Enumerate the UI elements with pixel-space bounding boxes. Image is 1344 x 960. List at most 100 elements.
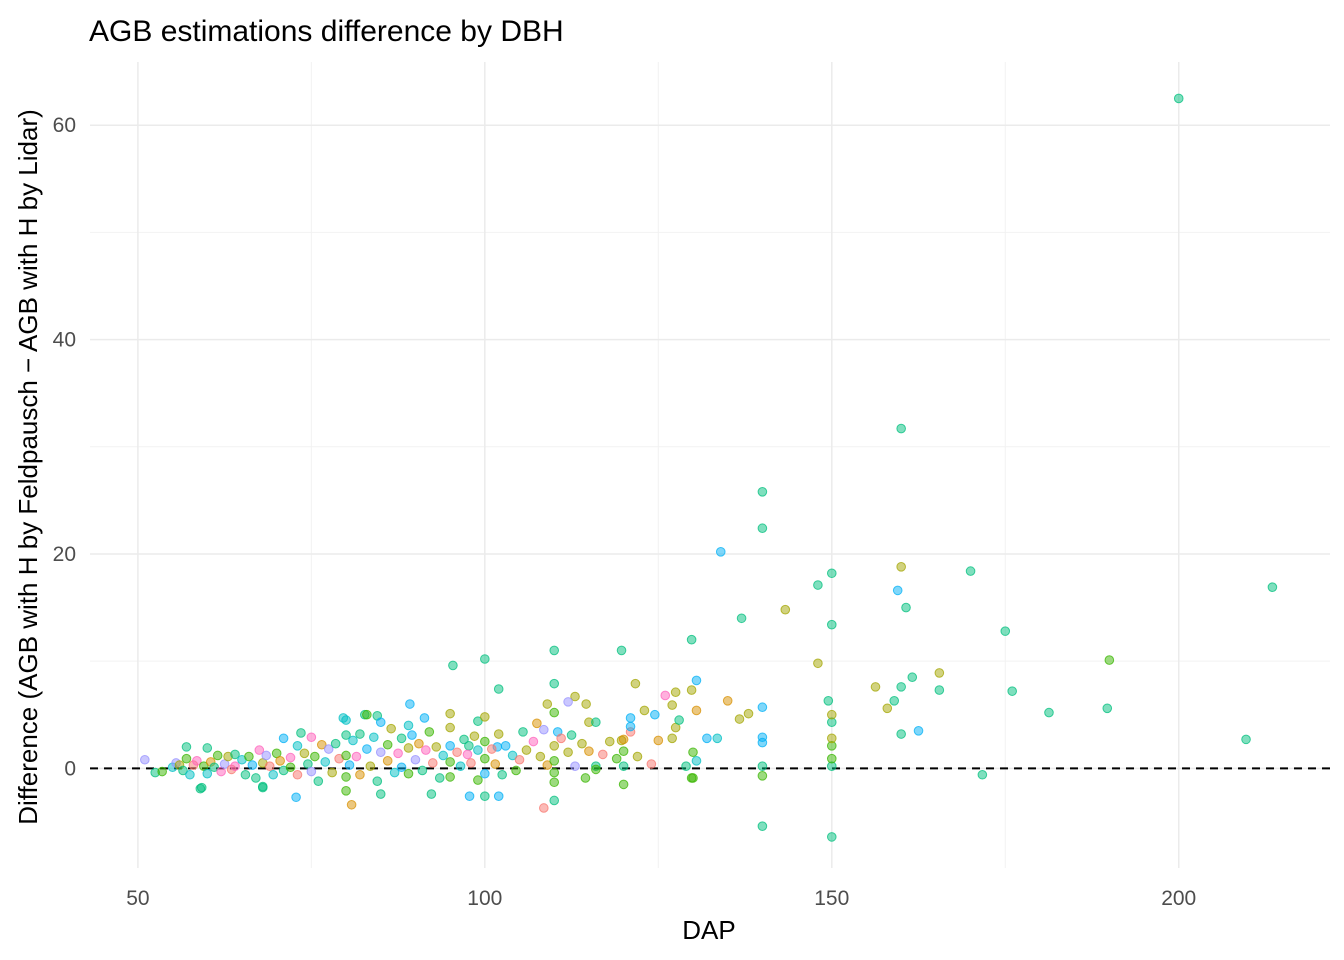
data-point xyxy=(355,769,365,780)
data-point xyxy=(549,741,560,751)
x-tick-label: 50 xyxy=(126,887,149,910)
data-point xyxy=(181,742,192,752)
data-point xyxy=(688,747,698,758)
data-point xyxy=(403,743,414,753)
data-point xyxy=(549,777,560,788)
data-point xyxy=(264,761,275,771)
x-tick-label: 100 xyxy=(467,887,502,910)
data-point xyxy=(686,685,697,695)
data-point xyxy=(396,762,407,773)
data-point xyxy=(497,769,507,780)
data-point xyxy=(382,739,393,750)
data-point xyxy=(625,721,636,732)
data-point xyxy=(346,799,357,810)
data-point xyxy=(341,772,351,782)
data-point xyxy=(459,734,469,745)
data-point xyxy=(826,832,837,842)
data-point xyxy=(1007,686,1017,696)
data-point xyxy=(320,757,331,767)
data-point xyxy=(306,766,317,777)
data-point xyxy=(500,741,511,751)
data-point xyxy=(514,754,525,765)
data-point xyxy=(702,733,712,744)
data-point xyxy=(734,714,745,724)
x-tick-label: 150 xyxy=(814,887,849,910)
data-point xyxy=(528,736,539,747)
data-point xyxy=(521,745,532,755)
data-point xyxy=(427,758,438,768)
data-point xyxy=(907,672,918,683)
data-point xyxy=(896,423,906,434)
data-point xyxy=(757,821,768,831)
data-point xyxy=(535,751,546,762)
data-point xyxy=(507,750,518,761)
data-point xyxy=(549,645,560,656)
data-point xyxy=(285,762,296,773)
data-point xyxy=(202,743,213,753)
data-point xyxy=(209,762,220,773)
data-point xyxy=(410,754,421,765)
data-point xyxy=(348,735,358,746)
data-point xyxy=(581,699,591,709)
data-point xyxy=(351,751,362,762)
data-point xyxy=(813,658,823,669)
data-point xyxy=(462,749,473,760)
data-point xyxy=(306,732,317,743)
data-point xyxy=(362,744,372,754)
data-point xyxy=(313,776,324,786)
data-point xyxy=(448,660,458,671)
data-point xyxy=(570,761,580,771)
data-point xyxy=(977,769,988,780)
data-point xyxy=(473,775,483,785)
data-point xyxy=(757,737,768,748)
data-point xyxy=(1241,734,1251,745)
data-point xyxy=(251,773,261,783)
data-point xyxy=(261,750,272,761)
data-point xyxy=(344,760,355,770)
data-point xyxy=(882,703,893,714)
data-point xyxy=(403,768,414,779)
data-point xyxy=(625,713,636,723)
data-point xyxy=(230,761,240,771)
data-point xyxy=(362,709,372,720)
data-point xyxy=(181,753,192,764)
data-point xyxy=(630,678,641,689)
data-point xyxy=(913,726,924,736)
data-point xyxy=(480,753,490,764)
data-point xyxy=(889,695,900,706)
data-point xyxy=(618,761,629,771)
data-point xyxy=(670,687,681,698)
data-point xyxy=(473,716,483,726)
data-point xyxy=(660,690,671,701)
data-point xyxy=(549,707,560,718)
data-point xyxy=(375,717,386,728)
data-point xyxy=(618,734,629,745)
data-point xyxy=(570,691,580,702)
data-point xyxy=(493,791,504,801)
data-point xyxy=(688,773,698,783)
data-point xyxy=(419,713,430,723)
data-point xyxy=(870,682,881,692)
x-axis-title: DAP xyxy=(682,915,735,945)
data-point xyxy=(445,722,455,733)
data-point xyxy=(539,803,549,813)
data-point xyxy=(185,769,195,780)
data-point xyxy=(1044,707,1054,718)
data-point xyxy=(480,768,490,779)
data-point xyxy=(757,702,768,713)
data-point xyxy=(292,769,303,780)
data-point xyxy=(254,745,265,755)
data-point xyxy=(403,720,414,731)
data-point xyxy=(445,757,455,767)
data-point xyxy=(424,727,435,737)
data-point xyxy=(757,523,768,534)
data-point xyxy=(421,745,431,755)
data-point xyxy=(597,749,608,760)
data-point xyxy=(691,675,702,686)
data-point xyxy=(291,792,301,803)
data-point xyxy=(511,765,521,776)
data-point xyxy=(157,766,167,777)
data-point xyxy=(577,738,587,749)
data-point xyxy=(192,756,202,766)
